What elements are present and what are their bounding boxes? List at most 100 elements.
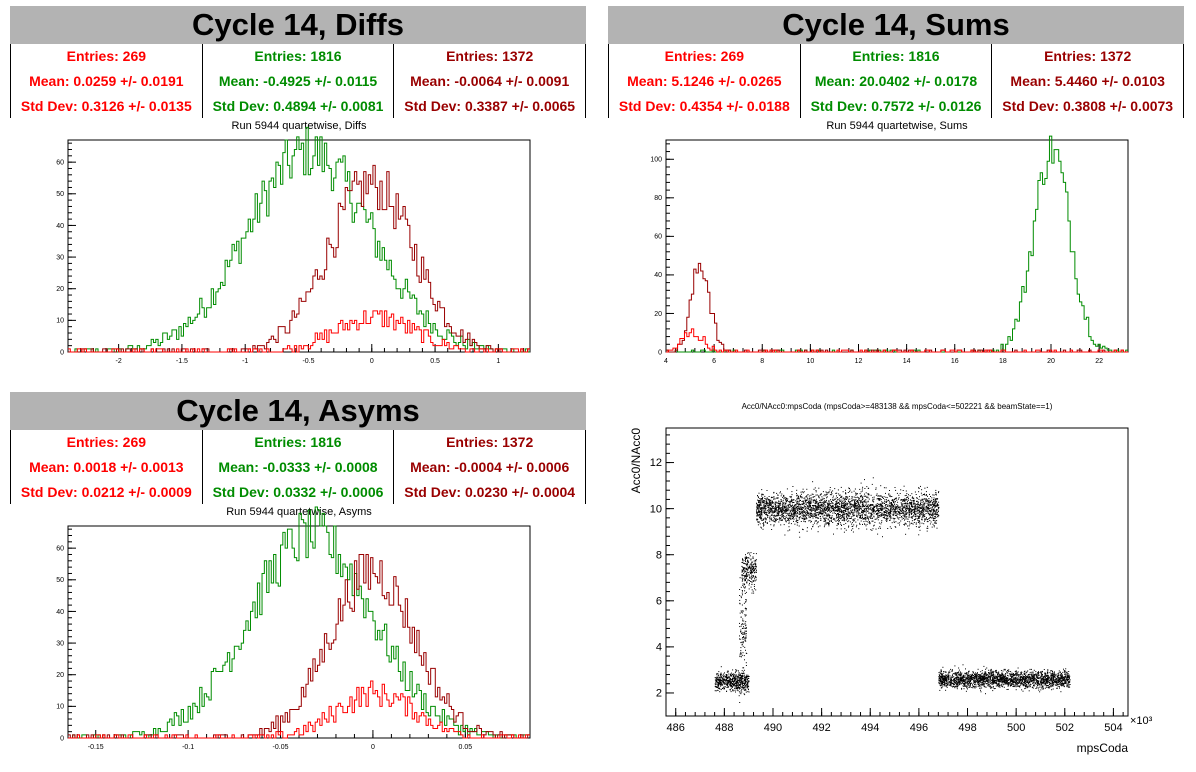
scatter-point [771,511,773,513]
scatter-point [780,510,782,512]
scatter-point [782,501,784,503]
histogram-series [666,328,1128,353]
scatter-point [824,504,826,506]
scatter-point [778,506,780,508]
scatter-point [812,516,814,518]
x-tick-label: -0.15 [88,744,104,751]
scatter-point [847,492,849,493]
scatter-point [825,523,827,525]
scatter-point [786,515,788,517]
scatter-point [764,506,766,508]
scatter-point [989,685,991,687]
scatter-point [892,514,894,516]
scatter-point [746,676,747,677]
scatter-point [804,501,806,503]
scatter-point [755,553,757,555]
scatter-point [813,514,815,516]
scatter-point [935,500,937,502]
scatter-point [729,685,731,687]
scatter-point [889,490,890,491]
scatter-point [912,506,914,508]
scatter-point [987,684,989,686]
scatter-point [749,581,751,582]
scatter-point [936,502,938,504]
scatter-point [872,499,873,501]
scatter-point [760,501,762,503]
scatter-point [892,504,894,506]
scatter-point [879,503,881,505]
scatter-point [816,502,818,504]
scatter-point [880,515,882,517]
scatter-point [868,522,870,524]
scatter-point [809,515,811,517]
scatter-point [774,517,776,519]
scatter-point [873,507,875,509]
scatter-point [791,498,793,500]
scatter-point [919,504,921,506]
scatter-point [814,520,816,522]
scatter-point [739,675,741,676]
scatter-point [792,517,793,519]
scatter-point [785,506,787,508]
scatter-point [783,502,785,504]
scatter-point [783,509,785,511]
scatter-point [723,686,725,688]
scatter-point [826,496,828,498]
scatter-point [755,559,757,561]
scatter-point [877,508,878,510]
scatter-point [741,592,743,594]
scatter-point [967,677,969,679]
scatter-point [830,494,832,496]
scatter-point [765,522,767,523]
scatter-point [756,505,758,507]
scatter-point [886,521,888,522]
scatter-point [776,512,778,514]
scatter-point [926,519,928,521]
scatter-point [717,677,718,679]
scatter-point [860,496,861,498]
scatter-point [972,675,974,676]
scatter-point [788,513,790,515]
scatter-point [741,565,743,567]
scatter-point [797,498,799,500]
scatter-point [932,499,934,501]
scatter-point [733,685,734,687]
scatter-point [817,507,818,509]
scatter-point [827,513,829,515]
scatter-point [791,500,793,502]
scatter-point [766,501,768,503]
scatter-point [877,509,879,511]
scatter-point [838,518,840,519]
scatter-point [857,507,859,509]
scatter-point [830,505,832,507]
scatter-point [770,502,772,504]
scatter-point [933,500,935,502]
scatter-point [760,498,762,499]
diffs-stats-box: Entries: 269 Mean: 0.0259 +/- 0.0191 Std… [10,44,587,118]
scatter-point [924,514,926,516]
scatter-point [811,505,813,506]
scatter-point [818,506,819,508]
scatter-point [924,520,925,522]
scatter-point [773,507,775,509]
scatter-point [758,505,760,507]
scatter-point [851,512,853,514]
scatter-point [927,495,928,497]
scatter-point [772,502,774,504]
scatter-point [862,502,864,504]
scatter-point [883,496,885,498]
scatter-point [890,511,891,512]
scatter-point [756,508,758,510]
scatter-point [869,505,870,507]
scatter-point [806,495,808,497]
scatter-point [918,520,920,521]
scatter-point [856,512,858,514]
scatter-point [796,504,798,506]
scatter-point [769,499,770,501]
scatter-point [884,507,886,509]
scatter-point [843,501,845,503]
scatter-point [760,517,762,519]
scatter-point [810,513,812,515]
scatter-point [764,512,765,514]
scatter-point [878,511,879,513]
